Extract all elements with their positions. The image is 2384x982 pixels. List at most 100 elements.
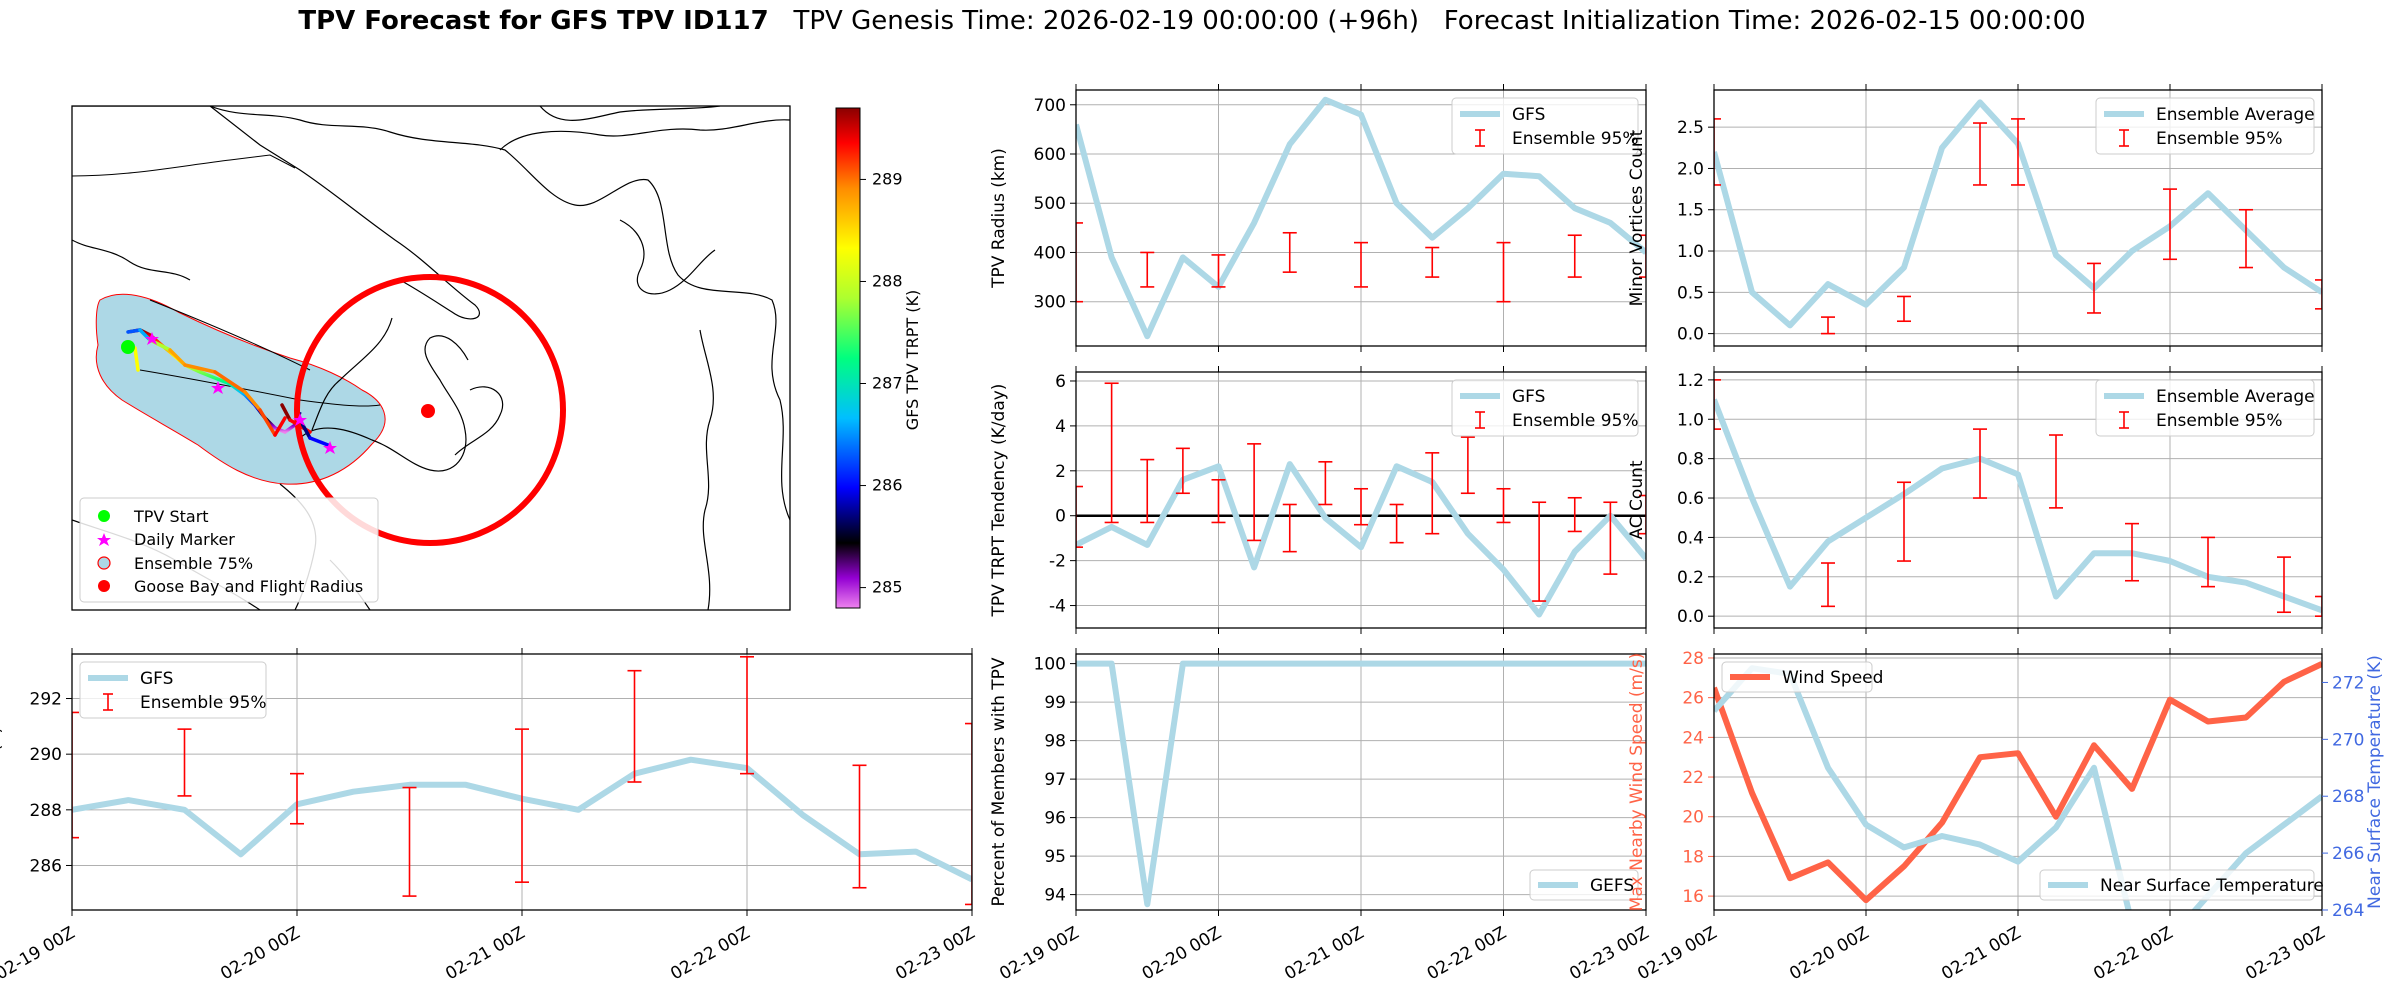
y-axis-label: Percent of Members with TPV (989, 657, 1009, 906)
daily-marker (211, 381, 225, 394)
y-tick-label: 500 (1034, 194, 1066, 214)
legend-box (1529, 869, 1639, 901)
y-tick-label: 300 (1034, 293, 1066, 313)
x-tick-label: 02-22 00Z (1424, 923, 1510, 982)
legend-goose-bay-swatch (98, 580, 110, 592)
title-bold: TPV Forecast for GFS TPV ID117 (298, 6, 769, 36)
y-tick-label: 2.5 (1677, 118, 1704, 138)
panel-plot-area (1714, 379, 2322, 617)
map-legend-entry: Daily Marker (134, 530, 235, 549)
colorbar-tick-label: 289 (872, 169, 903, 188)
legend-box (1721, 661, 1873, 693)
x-tick-label: 02-21 00Z (1281, 923, 1367, 982)
title-init: Forecast Initialization Time: 2026-02-15… (1443, 6, 2086, 36)
legend-label: Wind Speed (1782, 668, 1883, 688)
legend-label: Ensemble 95% (1512, 411, 1639, 431)
axes-frame (1713, 653, 2323, 911)
y-tick-label: 18 (1682, 847, 1704, 867)
daily-markers (145, 332, 337, 454)
x-tick-label: 02-21 00Z (442, 923, 528, 982)
series-wind-speed (1714, 661, 2322, 904)
y-tick-label: 2.0 (1677, 159, 1704, 179)
y-axis-label: AC Count (1627, 460, 1647, 539)
map-legend-entry: Goose Bay and Flight Radius (134, 577, 363, 596)
y2-tick-label: 268 (2332, 787, 2364, 807)
y-tick-label: 0.4 (1677, 528, 1704, 548)
colorbar-tick-label: 288 (872, 271, 903, 290)
daily-marker (145, 332, 159, 345)
panel-plot-area (1076, 660, 1646, 908)
axes-frame (1713, 89, 2323, 347)
colorbar-tick-label: 285 (872, 578, 903, 597)
y-tick-label: 0.6 (1677, 489, 1704, 509)
y-tick-label: 0.8 (1677, 450, 1704, 470)
series-gefs (1076, 660, 1646, 908)
legend-label: GEFS (1590, 876, 1634, 896)
y-tick-label: 100 (1034, 655, 1066, 675)
legend-start-swatch (98, 510, 110, 522)
y-tick-label: 0 (1055, 507, 1066, 527)
panel-plot-area (1076, 96, 1646, 340)
legend: Wind Speed Near Surface Temperature (1721, 661, 2324, 901)
y-axis-label: Max Nearby Wind Speed (m/s) (1627, 653, 1647, 912)
legend-label: GFS (140, 669, 173, 689)
x-tick-label: 02-20 00Z (217, 923, 303, 982)
legend: Ensemble Average Ensemble 95% (2095, 97, 2315, 155)
flight-radius-circle (294, 274, 566, 546)
y-tick-label: 0.2 (1677, 568, 1704, 588)
axes-frame (71, 653, 973, 911)
legend-daily-swatch (97, 533, 111, 546)
panel-plot-area (72, 655, 972, 906)
y-tick-label: 98 (1044, 732, 1066, 752)
legend-label: Ensemble Average (2156, 387, 2315, 407)
colorbar-tick-label: 286 (872, 476, 903, 495)
y-axis-label: TPV TRPT Tendency (K/day) (989, 384, 1009, 618)
y-tick-label: 28 (1682, 649, 1704, 669)
axes-frame (1075, 371, 1647, 629)
map-frame (71, 105, 791, 611)
y-tick-label: 26 (1682, 689, 1704, 709)
map-legend-entry: Ensemble 75% (134, 554, 253, 573)
y2-tick-label: 272 (2332, 673, 2364, 693)
y-tick-label: 290 (30, 745, 62, 765)
tpv-start-marker (121, 340, 135, 354)
y2-axis-label: Near Surface Temperature (K) (2365, 655, 2384, 909)
y-tick-label: 22 (1682, 768, 1704, 788)
y-tick-label: 6 (1055, 372, 1066, 392)
map-legend-box (79, 497, 379, 603)
y-tick-label: -4 (1049, 597, 1066, 617)
y-tick-label: 1.5 (1677, 201, 1704, 221)
axes-frame (1075, 653, 1647, 911)
panel-plot-area (1076, 382, 1646, 618)
goose-bay-marker (421, 404, 435, 418)
y-tick-label: 16 (1682, 887, 1704, 907)
y-tick-label: 1.2 (1677, 371, 1704, 391)
y-tick-label: 288 (30, 801, 62, 821)
colorbar-ticks: 285 286 287 288 289 (860, 169, 903, 597)
x-tick-label: 02-23 00Z (2242, 923, 2328, 982)
y-tick-label: 292 (30, 690, 62, 710)
y2-tick-label: 264 (2332, 901, 2364, 921)
y-tick-label: 4 (1055, 417, 1066, 437)
y-tick-label: 0.5 (1677, 283, 1704, 303)
x-tick-label: 02-19 00Z (0, 923, 79, 982)
panel-tendency: -4 -2 0 2 4 6 TPV TRPT Tendency (K/day) GFS Ense… (989, 366, 1647, 634)
legend-label: Ensemble 95% (2156, 129, 2283, 149)
legend-label: GFS (1512, 105, 1545, 125)
colorbar (835, 107, 861, 609)
series-ensemble-average (1714, 398, 2322, 614)
y-axis-label: TPV TRPT (K) (0, 727, 5, 838)
colorbar-tick-label: 287 (872, 374, 903, 393)
daily-marker (323, 441, 337, 454)
legend-label: Near Surface Temperature (2100, 876, 2324, 896)
x-tick-label: 02-21 00Z (1938, 923, 2024, 982)
legend-label: Ensemble 95% (1512, 129, 1639, 149)
series-gfs (1076, 96, 1646, 340)
x-tick-label: 02-22 00Z (667, 923, 753, 982)
legend: GEFS (1529, 869, 1639, 901)
daily-marker (293, 413, 307, 426)
figure-title: TPV Forecast for GFS TPV ID117 TPV Genes… (0, 6, 2384, 36)
legend-label: GFS (1512, 387, 1545, 407)
axes-frame (1075, 89, 1647, 347)
